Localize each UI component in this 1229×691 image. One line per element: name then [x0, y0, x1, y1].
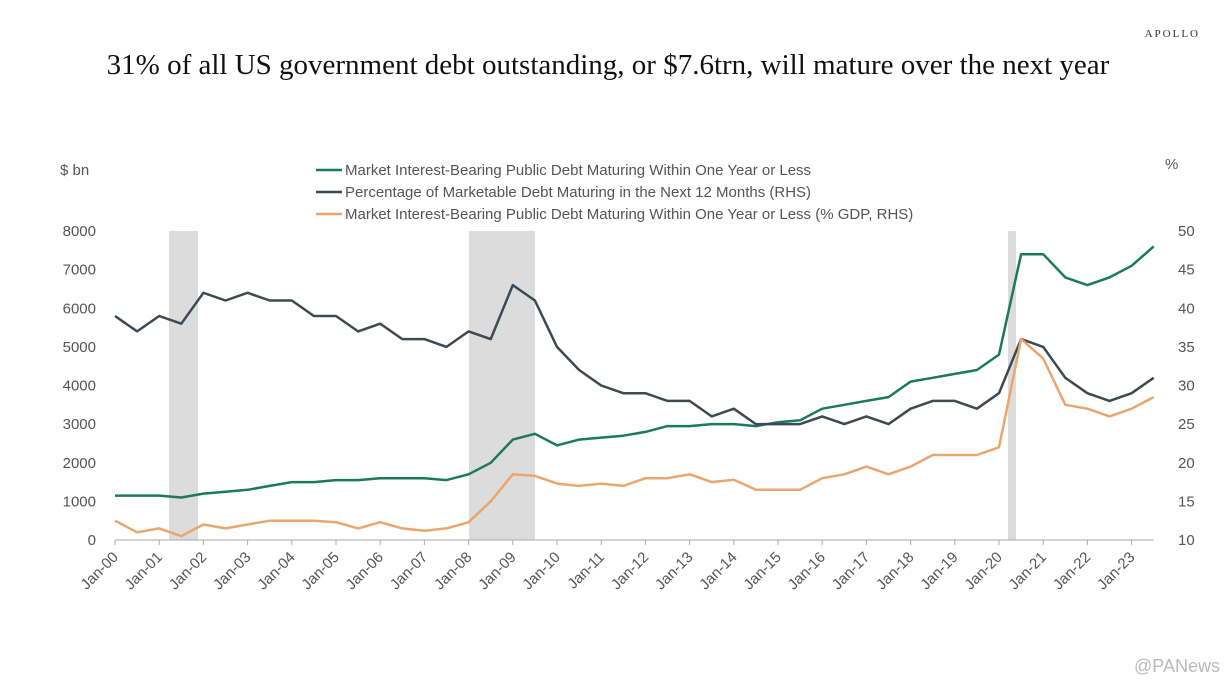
y2-tick-label: 10	[1178, 532, 1195, 549]
y2-tick-label: 40	[1178, 300, 1195, 317]
series-line	[115, 245, 1155, 499]
x-tick-label: Jan-12	[608, 549, 652, 593]
recession-band	[469, 231, 535, 540]
y2-tick-label: 30	[1178, 378, 1195, 395]
brand: APOLLO	[1145, 28, 1200, 40]
y2-tick-label: 25	[1178, 416, 1195, 433]
y2-tick-label: 45	[1178, 262, 1195, 279]
x-tick-label: Jan-01	[122, 549, 166, 593]
y-tick-label: 8000	[63, 223, 96, 240]
chart-title: 31% of all US government debt outstandin…	[107, 49, 1110, 81]
x-tick-label: Jan-04	[254, 549, 298, 593]
x-tick-label: Jan-21	[1006, 549, 1050, 593]
x-tick-label: Jan-02	[166, 549, 210, 593]
y-tick-label: 7000	[63, 262, 96, 279]
x-tick-label: Jan-16	[785, 549, 829, 593]
x-tick-label: Jan-20	[961, 549, 1005, 593]
x-tick-label: Jan-19	[917, 549, 961, 593]
x-tick-label: Jan-13	[652, 549, 696, 593]
series-line	[114, 283, 1155, 426]
y2-axis-label: %	[1165, 156, 1178, 173]
legend-label: Market Interest-Bearing Public Debt Matu…	[345, 162, 811, 179]
legend-label: Percentage of Marketable Debt Maturing i…	[345, 184, 811, 201]
x-tick-label: Jan-06	[343, 549, 387, 593]
y-tick-label: 4000	[63, 378, 96, 395]
series-line	[114, 337, 1155, 538]
x-tick-label: Jan-00	[77, 549, 121, 593]
x-tick-label: Jan-07	[387, 549, 431, 593]
x-tick-label: Jan-08	[431, 549, 475, 593]
x-tick-label: Jan-03	[210, 549, 254, 593]
y-tick-label: 3000	[63, 416, 96, 433]
y2-tick-label: 20	[1178, 455, 1195, 472]
x-tick-label: Jan-22	[1050, 549, 1094, 593]
y-tick-label: 0	[88, 532, 96, 549]
x-tick-label: Jan-15	[740, 549, 784, 593]
x-tick-label: Jan-14	[696, 549, 740, 593]
watermark: @PANews	[1134, 656, 1220, 676]
x-tick-label: Jan-09	[475, 549, 519, 593]
recession-band	[169, 231, 198, 540]
legend-label: Market Interest-Bearing Public Debt Matu…	[345, 206, 913, 223]
y-tick-label: 5000	[63, 339, 96, 356]
x-tick-label: Jan-11	[564, 549, 608, 593]
y-tick-label: 6000	[63, 300, 96, 317]
y2-tick-label: 15	[1178, 493, 1195, 510]
y2-tick-label: 35	[1178, 339, 1195, 356]
x-tick-label: Jan-05	[298, 549, 342, 593]
x-tick-label: Jan-17	[829, 549, 873, 593]
x-tick-label: Jan-10	[519, 549, 563, 593]
x-tick-label: Jan-23	[1094, 549, 1138, 593]
y-tick-label: 1000	[63, 493, 96, 510]
x-tick-label: Jan-18	[873, 549, 917, 593]
y-axis-label: $ bn	[60, 162, 89, 179]
y2-tick-label: 50	[1178, 223, 1195, 240]
y-tick-label: 2000	[63, 455, 96, 472]
